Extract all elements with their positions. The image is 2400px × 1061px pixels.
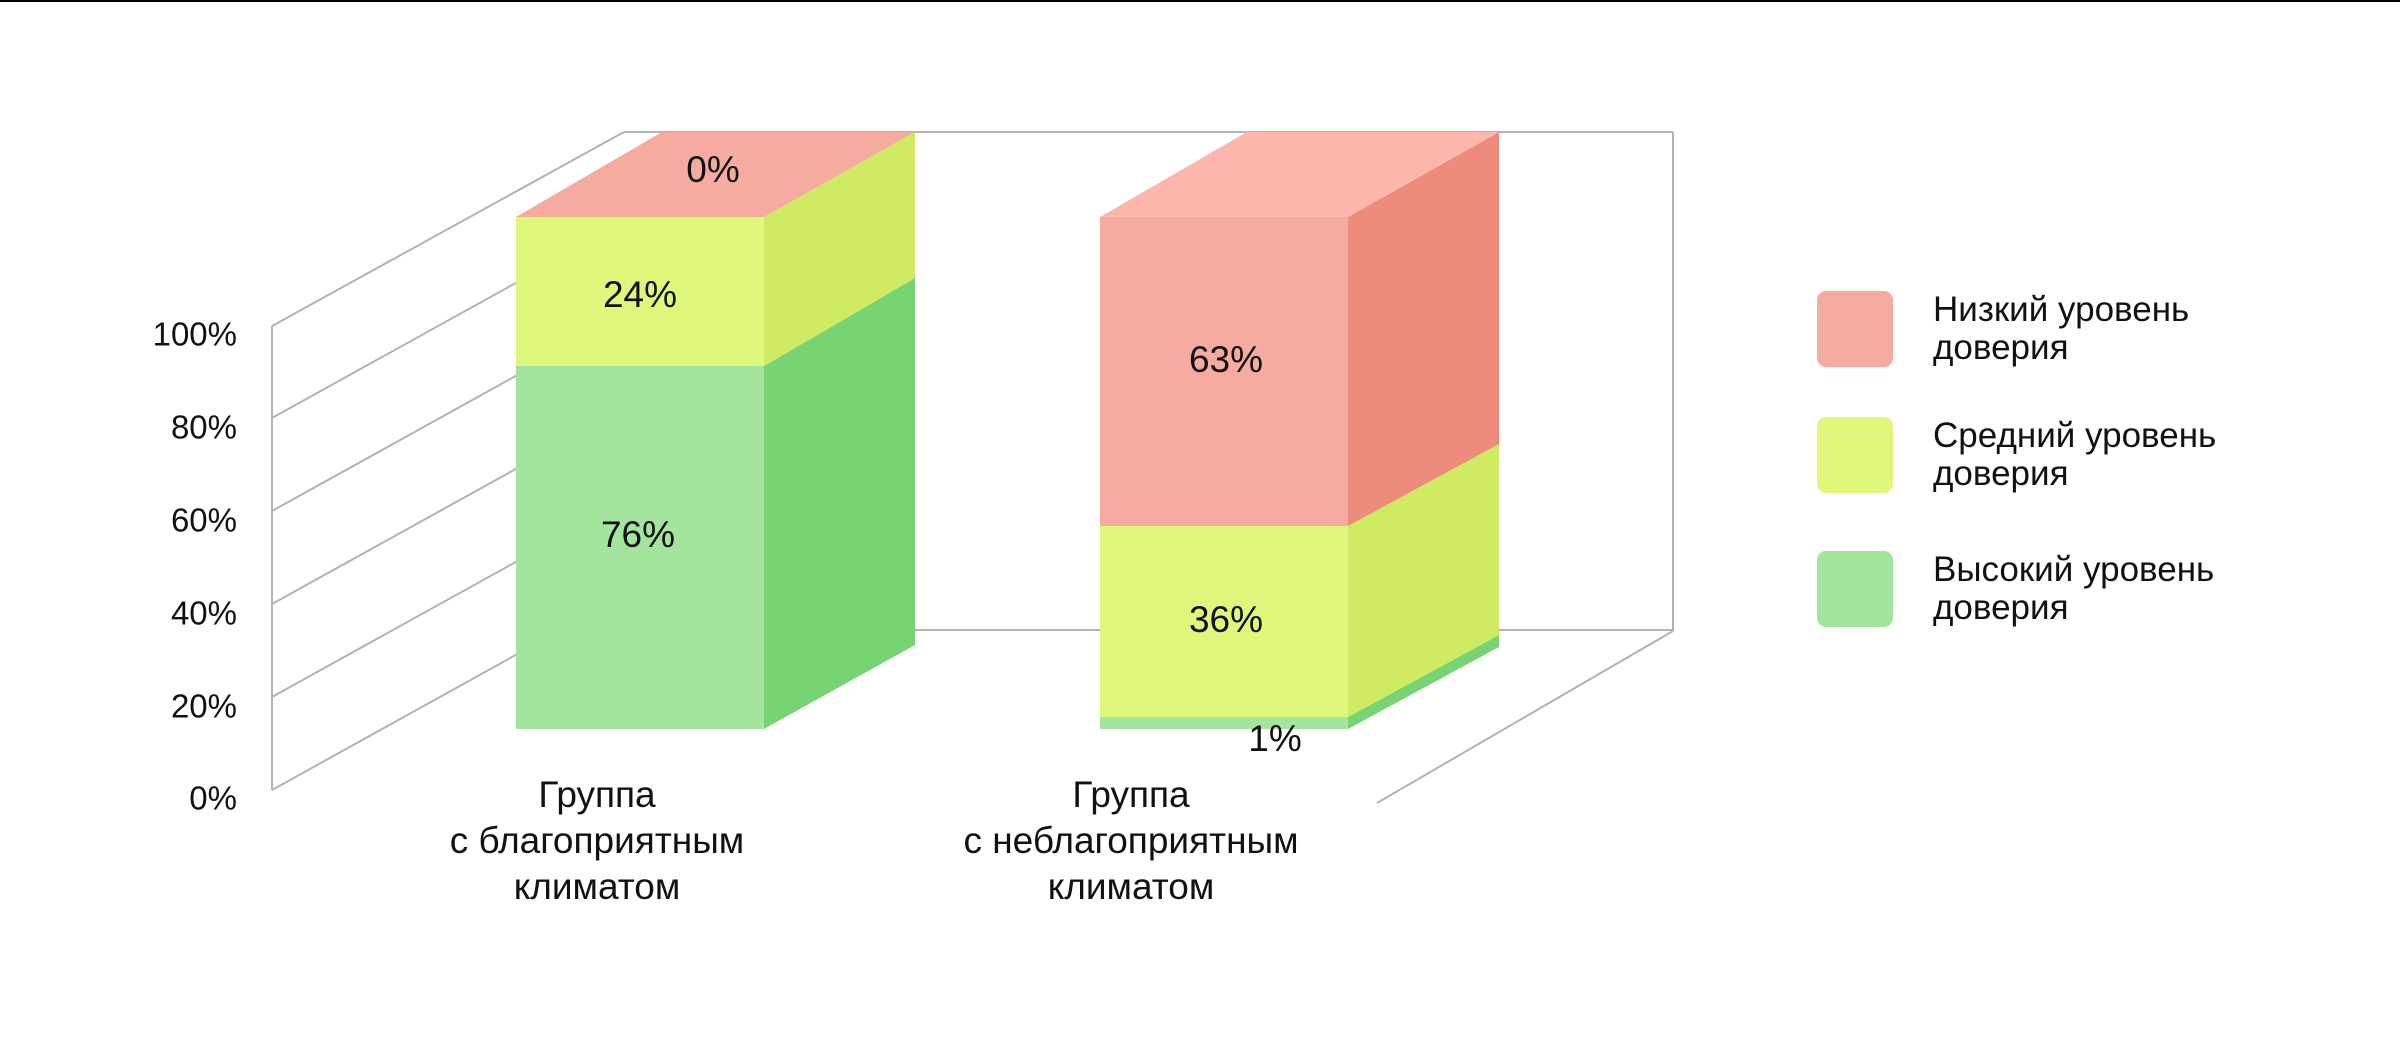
data-label-bar1-high: 76% <box>601 514 675 555</box>
data-label-bar1-mid: 24% <box>603 274 677 315</box>
legend-item-mid: Средний уровень доверия <box>1817 417 2353 493</box>
y-tick-80: 80% <box>171 409 237 446</box>
legend-label-high-line1: Высокий уровень <box>1933 550 2215 589</box>
bar2-mid-front <box>1100 526 1348 717</box>
floor-right-edge <box>1376 630 1674 804</box>
category-2-line-2: с неблагоприятным <box>963 820 1298 861</box>
data-label-bar2-high: 1% <box>1248 718 1301 759</box>
bar1-mid-front <box>516 217 764 366</box>
legend-label-mid: Средний уровень доверия <box>1933 417 2353 493</box>
legend-label-low-line1: Низкий уровень <box>1933 290 2190 329</box>
legend-swatch-low <box>1817 291 1893 367</box>
y-tick-labels: 100% 80% 60% 40% 20% 0% <box>153 316 237 817</box>
y-tick-40: 40% <box>171 595 237 632</box>
category-labels: Группа с благоприятным климатом Группа с… <box>450 774 1299 907</box>
category-1-line-3: климатом <box>514 866 681 907</box>
legend-swatch-high <box>1817 551 1893 627</box>
category-2-line-1: Группа <box>1072 774 1190 815</box>
bar1-high-side <box>764 278 915 729</box>
y-tick-60: 60% <box>171 502 237 539</box>
category-1-line-2: с благоприятным <box>450 820 744 861</box>
bar2-top-face <box>1100 132 1499 217</box>
category-2-line-3: климатом <box>1048 866 1215 907</box>
data-label-bar2-mid: 36% <box>1189 599 1263 640</box>
legend-label-low: Низкий уровень доверия <box>1933 291 2353 367</box>
y-tick-0: 0% <box>189 780 237 817</box>
category-1-line-1: Группа <box>538 774 656 815</box>
bar2-mid-side <box>1348 444 1499 717</box>
bar2-high-side <box>1348 635 1499 729</box>
data-label-bar2-low: 63% <box>1189 339 1263 380</box>
data-labels: 0% 24% 76% 63% 36% 1% <box>601 149 1302 759</box>
bar1-mid-side <box>764 132 915 366</box>
top-border <box>0 0 2400 2</box>
legend-item-high: Высокий уровень доверия <box>1817 551 2353 627</box>
legend-label-mid-line1: Средний уровень <box>1933 416 2217 455</box>
legend-label-high: Высокий уровень доверия <box>1933 551 2353 627</box>
legend-swatch-mid <box>1817 417 1893 493</box>
bar2-low-front <box>1100 217 1348 526</box>
bar-favourable <box>516 132 915 729</box>
legend-item-low: Низкий уровень доверия <box>1817 291 2353 367</box>
gridline-100 <box>271 131 625 327</box>
data-label-bar1-low: 0% <box>686 149 739 190</box>
bar2-high-front <box>1100 717 1348 729</box>
bar1-high-front <box>516 366 764 729</box>
y-tick-20: 20% <box>171 688 237 725</box>
bar2-low-side <box>1348 132 1499 526</box>
bar-unfavourable <box>1100 132 1499 729</box>
bar1-top-face <box>516 132 915 217</box>
legend-label-high-line2: доверия <box>1933 588 2069 627</box>
legend-label-low-line2: доверия <box>1933 328 2069 367</box>
y-tick-100: 100% <box>153 316 237 353</box>
legend-label-mid-line2: доверия <box>1933 454 2069 493</box>
